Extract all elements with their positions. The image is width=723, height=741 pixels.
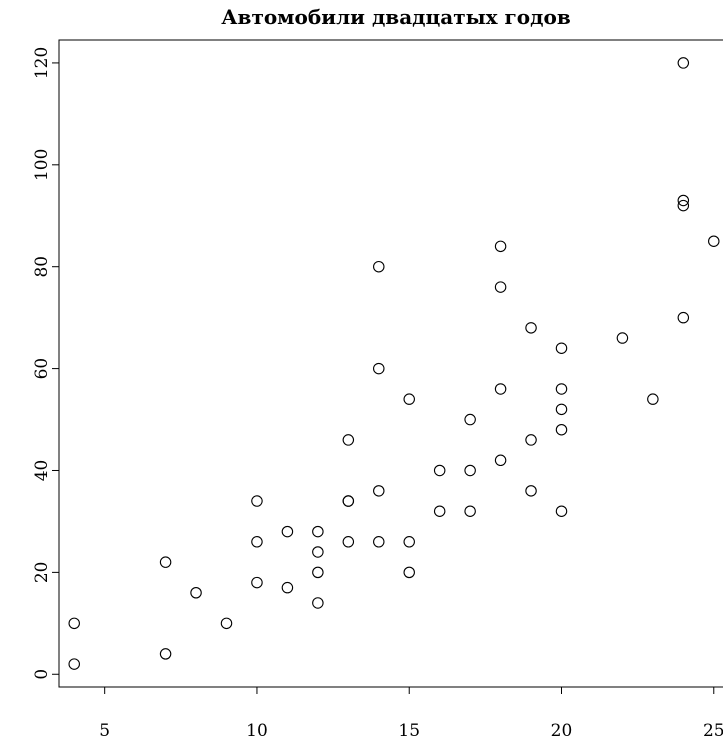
- data-point: [312, 546, 324, 558]
- x-axis: 5 10 15 20 25: [99, 686, 723, 741]
- data-point: [555, 423, 568, 436]
- x-tick-label: 10: [246, 721, 268, 741]
- data-point: [281, 581, 294, 594]
- data-point: [433, 464, 446, 477]
- x-tick-label: 15: [398, 721, 420, 741]
- data-point: [342, 495, 355, 507]
- data-point: [281, 525, 294, 538]
- data-point: [251, 576, 263, 589]
- data-point: [555, 505, 568, 517]
- data-point: [464, 505, 476, 517]
- data-point: [555, 383, 568, 395]
- data-point: [403, 393, 415, 405]
- data-point: [403, 566, 415, 579]
- x-tick-label: 25: [703, 721, 723, 741]
- data-point: [677, 57, 690, 69]
- data-point: [373, 536, 385, 548]
- data-point: [494, 240, 507, 253]
- data-point: [159, 648, 172, 660]
- data-point: [373, 260, 385, 273]
- data-point: [677, 194, 690, 207]
- data-point: [373, 362, 385, 375]
- data-point: [525, 322, 537, 334]
- data-point: [525, 434, 537, 446]
- data-point: [159, 556, 172, 568]
- data-point: [251, 536, 263, 548]
- data-point: [464, 413, 476, 426]
- data-point: [677, 311, 690, 324]
- data-point: [647, 393, 659, 405]
- data-point: [494, 454, 507, 467]
- data-point: [220, 617, 233, 630]
- data-point: [403, 536, 415, 548]
- y-tick-label: 60: [32, 358, 52, 380]
- x-tick-label: 5: [99, 721, 110, 741]
- data-point: [494, 281, 507, 293]
- y-axis: 0 20 40 60 80 100 120: [32, 47, 60, 680]
- data-point: [251, 495, 263, 507]
- data-point: [342, 434, 355, 446]
- data-point: [433, 505, 446, 517]
- y-tick-label: 100: [32, 149, 52, 181]
- plot-frame: [58, 39, 723, 688]
- data-point: [312, 525, 324, 538]
- data-point: [68, 617, 80, 630]
- y-tick-label: 120: [32, 47, 52, 79]
- y-tick-label: 20: [32, 562, 52, 584]
- data-points: [68, 57, 720, 670]
- data-point: [555, 342, 568, 354]
- y-tick-label: 40: [32, 460, 52, 482]
- y-tick-label: 80: [32, 256, 52, 278]
- data-point: [312, 566, 324, 579]
- data-point: [342, 536, 355, 548]
- data-point: [494, 383, 507, 395]
- data-point: [555, 403, 568, 416]
- x-tick-label: 20: [551, 721, 573, 741]
- data-point: [525, 485, 537, 497]
- chart-title: Автомобили двадцатых годов: [221, 5, 571, 29]
- data-point: [68, 658, 80, 670]
- data-point: [190, 587, 202, 599]
- y-tick-label: 0: [32, 669, 52, 680]
- data-point: [373, 485, 385, 497]
- data-point: [312, 597, 324, 609]
- data-point: [677, 199, 690, 212]
- data-point: [708, 235, 720, 247]
- data-point: [464, 464, 476, 477]
- data-point: [616, 332, 629, 344]
